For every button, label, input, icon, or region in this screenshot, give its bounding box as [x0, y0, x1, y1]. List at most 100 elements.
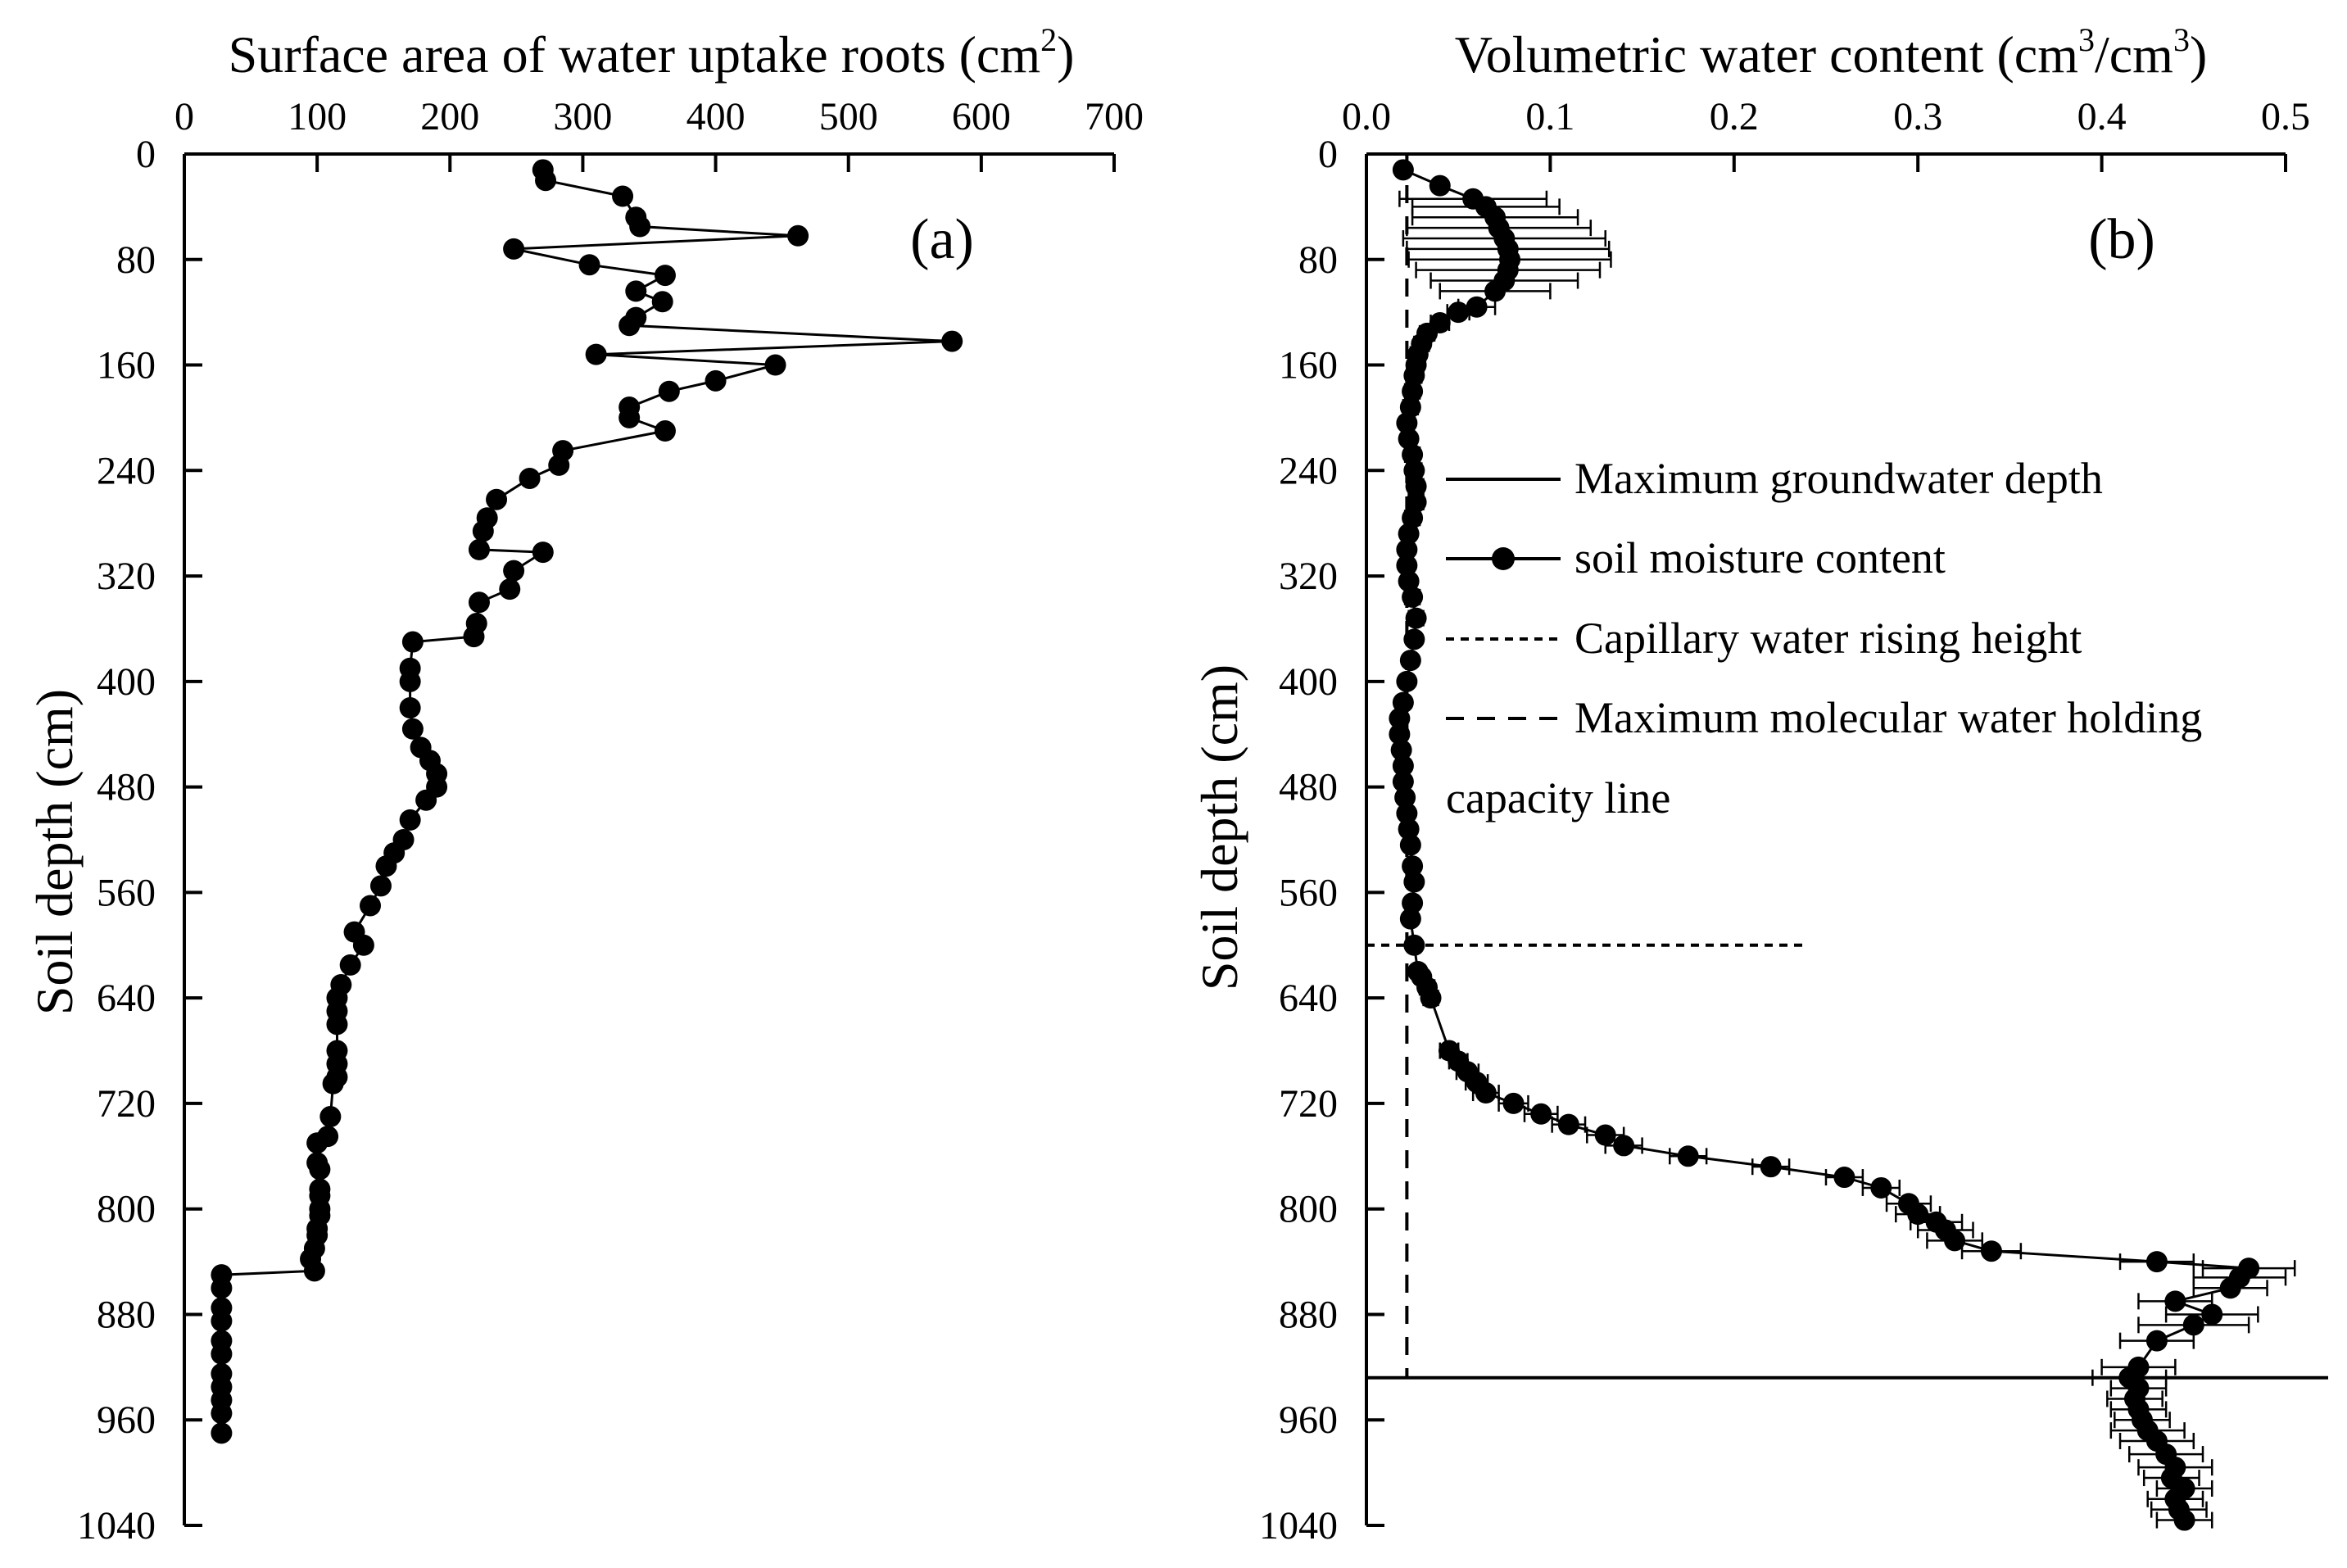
data-point: [1594, 1124, 1616, 1146]
legend-label-molecular: Maximum molecular water holding: [1574, 693, 2202, 742]
data-point: [1394, 786, 1416, 809]
data-point: [1396, 538, 1418, 560]
data-point: [1396, 412, 1418, 434]
data-point: [651, 291, 673, 313]
y-tick-label: 320: [1279, 555, 1338, 598]
data-point: [2173, 1509, 2195, 1531]
data-point: [1399, 650, 1421, 672]
data-point: [1389, 707, 1411, 729]
data-point: [1402, 586, 1424, 608]
data-point: [654, 420, 676, 442]
data-point: [654, 265, 676, 287]
data-point: [463, 626, 485, 648]
data-point: [1403, 460, 1425, 482]
y-tick-label: 800: [97, 1188, 156, 1231]
panel-a: Surface area of water uptake roots (cm2)…: [25, 21, 1144, 1548]
data-point: [2164, 1290, 2186, 1312]
data-point: [339, 954, 361, 976]
data-point: [1392, 755, 1414, 777]
panel-b-points: [1389, 159, 2260, 1531]
data-point: [1484, 280, 1507, 302]
data-point: [1402, 855, 1424, 877]
data-point: [2145, 1330, 2168, 1352]
data-point: [1402, 380, 1424, 402]
panel-a-label: (a): [910, 208, 974, 271]
data-point: [629, 215, 651, 238]
data-point: [211, 1422, 233, 1444]
legend-label-groundwater: Maximum groundwater depth: [1574, 454, 2103, 503]
y-tick-label: 400: [97, 660, 156, 704]
data-point: [1389, 723, 1411, 745]
data-point: [401, 631, 424, 653]
y-tick-label: 640: [97, 977, 156, 1020]
data-point: [658, 380, 680, 402]
y-tick-label: 960: [1279, 1398, 1338, 1442]
data-point: [585, 343, 607, 365]
data-point: [1402, 892, 1424, 914]
data-point: [1980, 1240, 2002, 1262]
data-point: [1398, 523, 1420, 545]
data-point: [399, 697, 421, 719]
data-point: [1396, 802, 1418, 824]
data-point: [1403, 628, 1425, 650]
data-point: [1405, 607, 1427, 629]
y-tick-label: 480: [97, 766, 156, 809]
data-point: [375, 855, 397, 877]
data-point: [1396, 555, 1418, 577]
data-point: [211, 1403, 233, 1425]
legend-swatch-moisture-marker: [1492, 547, 1515, 570]
x-tick-label: 500: [819, 95, 878, 138]
data-point: [764, 354, 786, 376]
data-point: [306, 1132, 328, 1154]
y-tick-label: 240: [1279, 449, 1338, 492]
data-point: [2219, 1277, 2241, 1299]
panel-b-series-line: [1398, 168, 2252, 1521]
data-point: [1403, 871, 1425, 893]
data-point: [472, 520, 494, 542]
x-tick-label: 0.3: [1893, 95, 1942, 138]
y-tick-label: 880: [97, 1293, 156, 1336]
y-tick-label: 1040: [1259, 1504, 1338, 1548]
x-tick-label: 700: [1085, 95, 1144, 138]
data-point: [1944, 1230, 1966, 1252]
x-tick-label: 0.0: [1342, 95, 1391, 138]
data-point: [1398, 818, 1420, 841]
data-point: [503, 560, 525, 582]
y-tick-label: 160: [1279, 344, 1338, 387]
data-point: [211, 1310, 233, 1332]
legend-label-molecular-line2: capacity line: [1446, 773, 1670, 823]
data-point: [1420, 987, 1442, 1009]
data-point: [360, 895, 381, 917]
x-tick-label: 200: [420, 95, 479, 138]
x-tick-label: 0.2: [1710, 95, 1759, 138]
y-tick-label: 720: [97, 1082, 156, 1126]
x-tick-label: 0.5: [2261, 95, 2310, 138]
data-point: [535, 170, 557, 192]
data-point: [1390, 739, 1412, 761]
y-tick-label: 560: [97, 871, 156, 914]
data-point: [618, 406, 641, 428]
y-tick-label: 80: [116, 238, 156, 282]
data-point: [941, 330, 963, 352]
data-point: [519, 467, 541, 489]
data-point: [1557, 1113, 1579, 1135]
x-tick-label: 300: [553, 95, 612, 138]
data-point: [322, 1072, 344, 1094]
data-point: [548, 454, 570, 476]
data-point: [618, 315, 641, 337]
data-point: [1392, 159, 1414, 181]
data-point: [1429, 174, 1451, 197]
x-tick-label: 0.4: [2077, 95, 2127, 138]
data-point: [303, 1260, 325, 1282]
data-point: [326, 1013, 348, 1036]
legend-label-capillary: Capillary water rising height: [1574, 614, 2082, 663]
panel-a-y-axis-title: Soil depth (cm): [25, 689, 84, 1015]
data-point: [612, 185, 634, 207]
data-point: [1392, 771, 1414, 793]
data-point: [1399, 834, 1421, 856]
data-point: [2201, 1303, 2223, 1326]
y-tick-label: 240: [97, 449, 156, 492]
data-point: [468, 591, 490, 614]
data-point: [1677, 1145, 1699, 1167]
